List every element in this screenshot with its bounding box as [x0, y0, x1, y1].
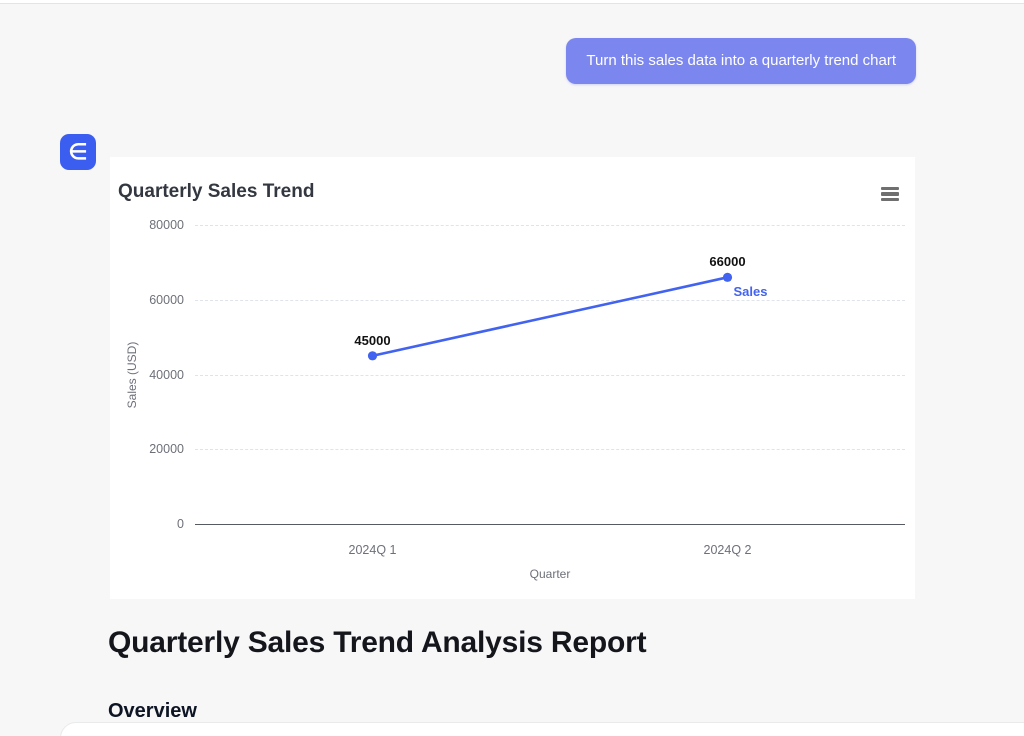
x-axis-tick-label: 2024Q 1 — [348, 543, 397, 557]
top-divider — [0, 0, 1024, 4]
hamburger-bar — [881, 197, 899, 201]
gridline — [195, 225, 905, 226]
data-point-label: 45000 — [354, 332, 391, 348]
y-axis-tick-label: 60000 — [149, 292, 184, 307]
user-message-bubble: Turn this sales data into a quarterly tr… — [566, 38, 916, 84]
chart-plot-area: 0 20000 40000 60000 80000 2024Q 1 2024Q 2 Sales… — [110, 157, 915, 599]
data-point-label: 66000 — [709, 254, 746, 270]
hamburger-bar — [881, 192, 899, 196]
chart-card: Quarterly Sales Trend 0 20000 40000 60000 80… — [110, 157, 915, 599]
report-title: Quarterly Sales Trend Analysis Report — [108, 626, 647, 659]
x-axis-tick-label: 2024Q 2 — [703, 543, 752, 557]
y-axis-tick-label: 80000 — [149, 218, 184, 232]
data-point[interactable] — [722, 272, 733, 282]
line-path — [372, 276, 728, 358]
y-axis-tick-label: 0 — [177, 517, 184, 531]
hamburger-menu-icon[interactable] — [879, 186, 901, 202]
x-axis-line — [195, 524, 905, 525]
y-axis-tick-label: 20000 — [149, 442, 184, 457]
series-end-label: Sales — [733, 284, 768, 300]
x-axis-name: Quarter — [529, 567, 571, 581]
assistant-avatar: ∈ — [60, 134, 96, 170]
gridline — [195, 299, 905, 301]
y-axis-tick-label: 40000 — [149, 367, 184, 382]
report-content-card — [60, 722, 1024, 736]
data-point[interactable] — [367, 351, 378, 361]
chart-title: Quarterly Sales Trend — [118, 181, 315, 202]
gridline — [195, 449, 905, 451]
sales-line-series — [367, 272, 733, 361]
gridline — [195, 374, 905, 376]
hamburger-bar — [881, 187, 899, 191]
section-heading-overview: Overview — [108, 700, 197, 722]
avatar-logo-icon: ∈ — [68, 139, 88, 164]
